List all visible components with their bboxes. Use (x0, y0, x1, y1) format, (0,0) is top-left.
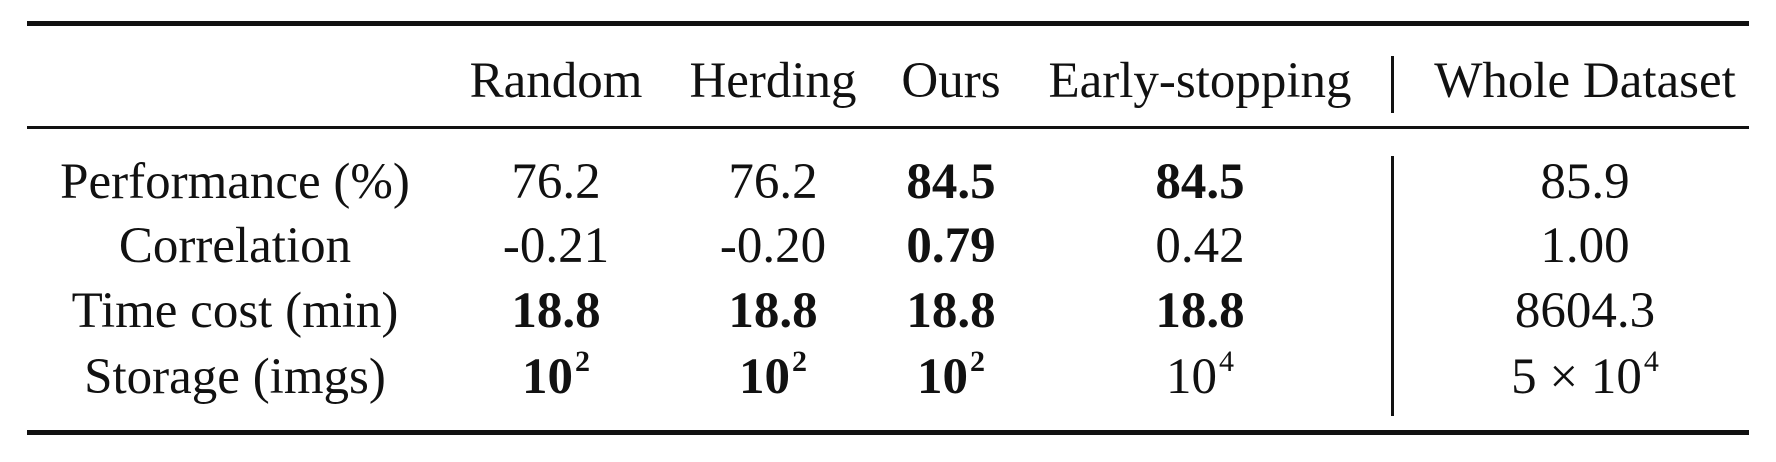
cell-storage-random: 102 (522, 347, 590, 405)
storage-exponent: 4 (1219, 345, 1234, 378)
header-whole-dataset: Whole Dataset (1434, 53, 1736, 109)
header-herding: Herding (689, 53, 857, 109)
row-label-storage: Storage (imgs) (84, 349, 386, 405)
header-early-stopping: Early-stopping (1048, 53, 1352, 109)
cell-performance-random: 76.2 (511, 154, 601, 210)
cell-storage-herding: 102 (739, 347, 807, 405)
row-label-time-cost: Time cost (min) (71, 283, 399, 339)
cell-time-cost-early-stopping: 18.8 (1155, 283, 1245, 339)
cell-time-cost-ours: 18.8 (906, 283, 996, 339)
table-bottom-rule (27, 430, 1749, 435)
column-separator-body (1391, 156, 1394, 416)
storage-base: 10 (917, 349, 968, 405)
cell-performance-whole-dataset: 85.9 (1540, 154, 1630, 210)
cell-correlation-herding: -0.20 (719, 218, 827, 274)
header-random: Random (469, 53, 643, 109)
cell-storage-early-stopping: 104 (1166, 347, 1234, 405)
storage-exponent: 2 (575, 345, 590, 378)
cell-time-cost-herding: 18.8 (728, 283, 818, 339)
storage-base: 5 × 10 (1511, 349, 1642, 405)
cell-correlation-ours: 0.79 (906, 218, 996, 274)
cell-storage-ours: 102 (917, 347, 985, 405)
cell-time-cost-whole-dataset: 8604.3 (1514, 283, 1656, 339)
row-label-correlation: Correlation (118, 218, 352, 274)
table-mid-rule (27, 126, 1749, 129)
header-ours: Ours (901, 53, 1001, 109)
storage-base: 10 (1166, 349, 1217, 405)
cell-performance-ours: 84.5 (906, 154, 996, 210)
storage-exponent: 2 (970, 345, 985, 378)
column-separator-header (1391, 56, 1394, 113)
cell-performance-early-stopping: 84.5 (1155, 154, 1245, 210)
storage-base: 10 (739, 349, 790, 405)
row-label-performance: Performance (%) (60, 154, 410, 210)
cell-correlation-whole-dataset: 1.00 (1540, 218, 1630, 274)
cell-time-cost-random: 18.8 (511, 283, 601, 339)
storage-exponent: 4 (1643, 345, 1659, 378)
cell-storage-whole-dataset: 5 × 104 (1511, 347, 1659, 405)
storage-exponent: 2 (792, 345, 807, 378)
storage-base: 10 (522, 349, 573, 405)
table-top-rule (27, 21, 1749, 26)
cell-performance-herding: 76.2 (728, 154, 818, 210)
cell-correlation-random: -0.21 (502, 218, 610, 274)
cell-correlation-early-stopping: 0.42 (1155, 218, 1245, 274)
